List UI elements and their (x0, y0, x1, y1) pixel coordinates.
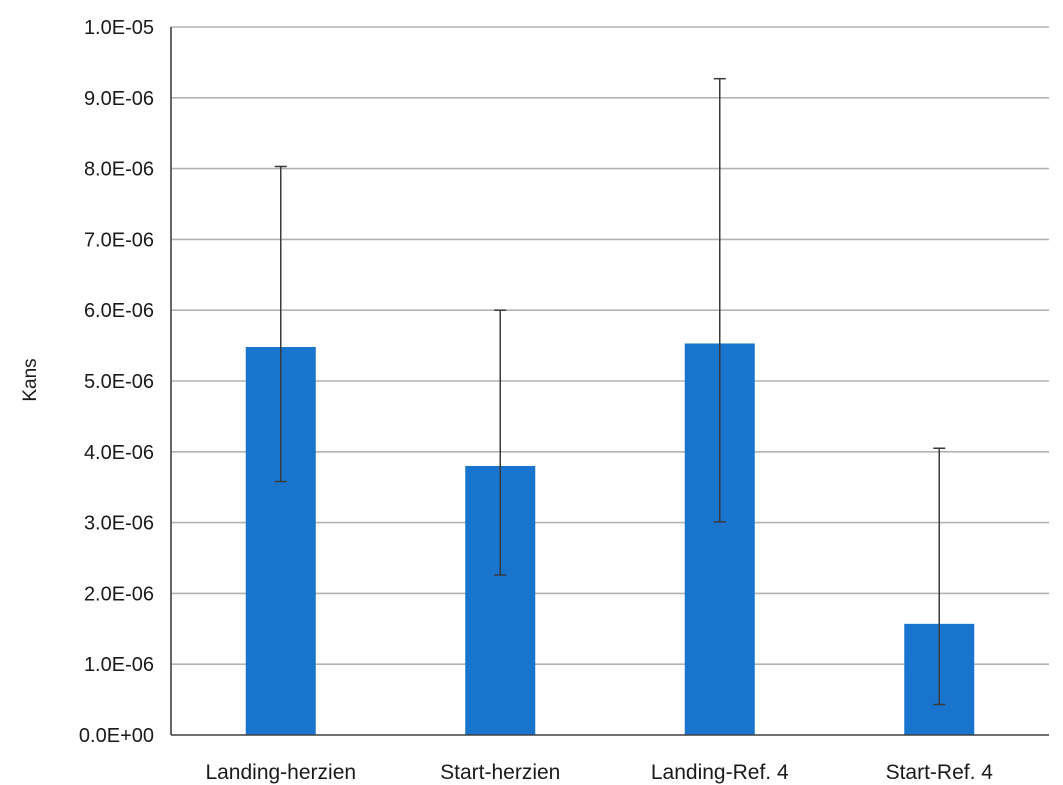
axes (170, 27, 1049, 736)
y-axis-title: Kans (20, 358, 41, 401)
bars (245, 343, 975, 735)
x-category-label: Landing-herzien (205, 761, 356, 784)
y-tick-label: 9.0E-06 (84, 88, 154, 110)
y-tick-label: 2.0E-06 (84, 583, 154, 605)
y-tick-label: 1.0E-06 (84, 654, 154, 676)
y-tick-label: 7.0E-06 (84, 229, 154, 251)
y-tick-label: 1.0E-05 (84, 17, 154, 39)
x-category-label: Start-Ref. 4 (886, 761, 994, 784)
gridlines (171, 26, 1049, 666)
error-bars (274, 77, 946, 706)
y-tick-labels: 0.0E+00 1.0E-06 2.0E-06 3.0E-06 4.0E-06 5.0E-… (79, 17, 154, 747)
y-tick-label: 4.0E-06 (84, 442, 154, 464)
y-tick-label: 5.0E-06 (84, 371, 154, 393)
x-category-label: Landing-Ref. 4 (651, 761, 789, 784)
y-tick-label: 6.0E-06 (84, 300, 154, 322)
x-category-label: Start-herzien (440, 761, 560, 784)
y-tick-label: 0.0E+00 (79, 725, 154, 747)
x-category-labels: Landing-herzien Start-herzien Landing-Ref.… (205, 761, 993, 784)
y-tick-label: 8.0E-06 (84, 159, 154, 181)
y-tick-label: 3.0E-06 (84, 513, 154, 535)
